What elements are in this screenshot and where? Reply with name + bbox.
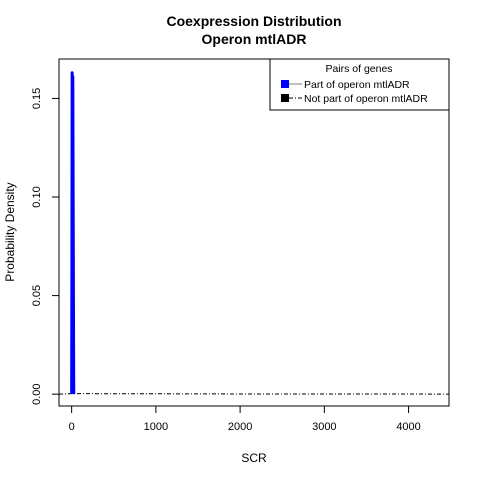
legend-label-part: Part of operon mtlADR [304,79,410,91]
y-axis-label: Probability Density [3,182,17,281]
series-layer [58,71,450,395]
chart-title-line-2: Operon mtlADR [202,31,307,47]
legend-title: Pairs of genes [325,63,392,75]
x-tick-label: 1000 [144,421,168,433]
series-line-not-part-of-operon [58,393,450,395]
y-tick-label: 0.00 [31,383,43,404]
x-tick-label: 3000 [312,421,336,433]
x-tick-label: 4000 [396,421,420,433]
x-axis-label: SCR [241,451,267,465]
plot-area-border [58,58,450,407]
y-axis: 0.00 0.05 0.10 0.15 [31,88,60,405]
x-tick-label: 0 [69,421,75,433]
chart-title-line-1: Coexpression Distribution [166,13,341,29]
legend: Pairs of genes Part of operon mtlADR Not… [269,58,450,111]
legend-swatch-part [281,80,289,88]
legend-label-not-part: Not part of operon mtlADR [304,93,428,105]
series-line-part-of-operon [70,71,76,395]
x-axis: 0 1000 2000 3000 4000 [69,405,421,433]
y-tick-label: 0.05 [31,285,43,306]
y-tick-label: 0.15 [31,88,43,109]
x-tick-label: 2000 [228,421,252,433]
y-tick-label: 0.10 [31,186,43,207]
legend-swatch-not-part [281,94,289,102]
